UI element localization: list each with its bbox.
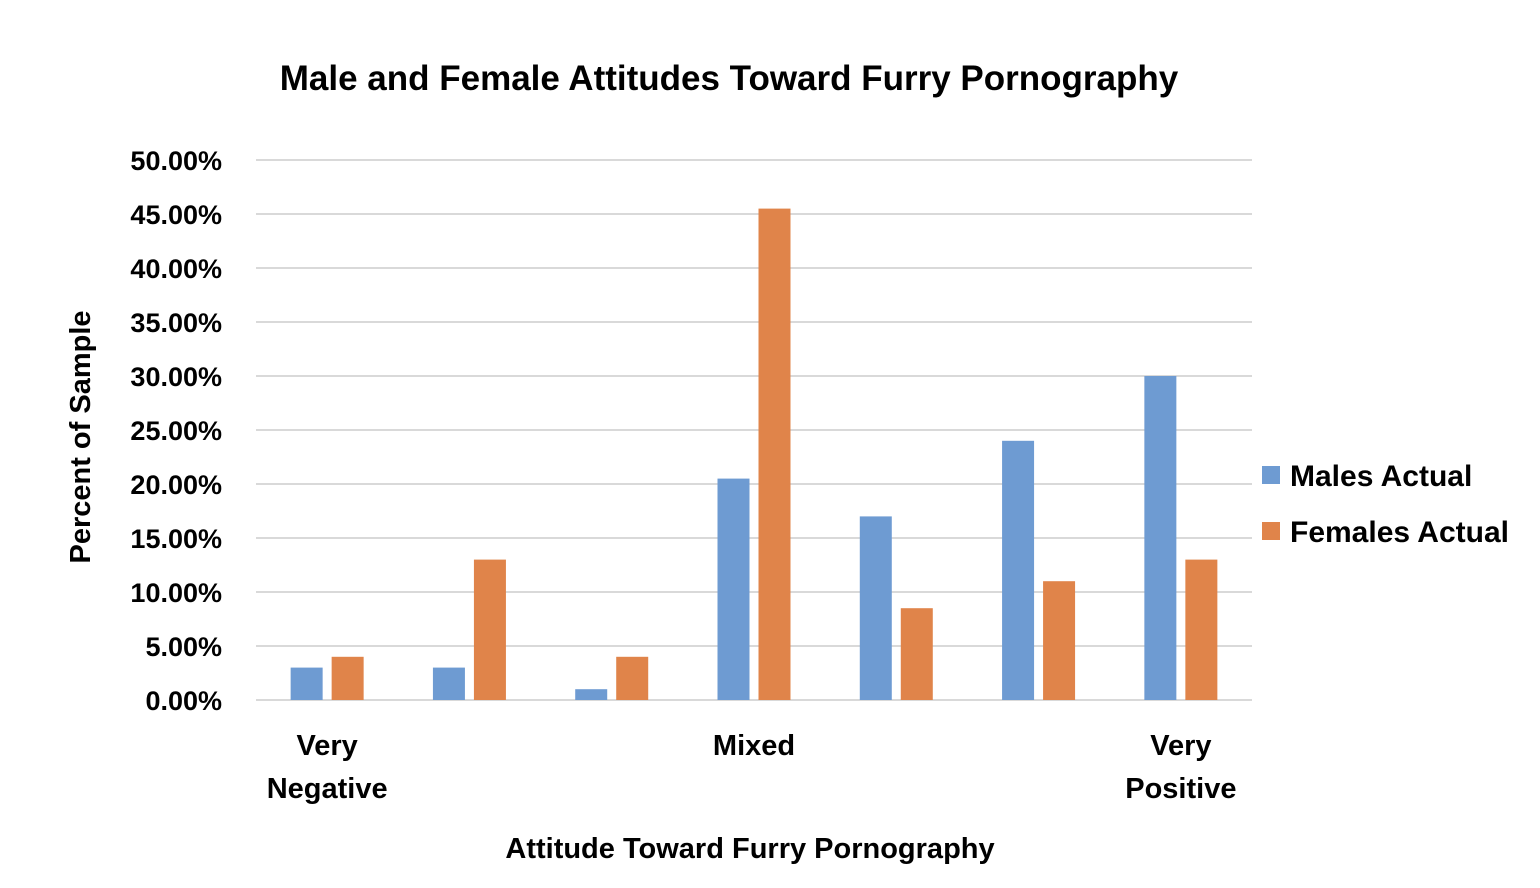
bar-females-actual (1185, 559, 1218, 700)
x-axis-label: Attitude Toward Furry Pornography (505, 833, 994, 865)
chart-title: Male and Female Attitudes Toward Furry P… (280, 59, 1179, 98)
x-category-label: Very Negative (267, 730, 388, 805)
y-tick-label: 50.00% (130, 146, 222, 176)
y-tick-label: 35.00% (130, 308, 222, 338)
y-tick-label: 45.00% (130, 200, 222, 230)
bar-females-actual (900, 608, 933, 700)
legend: Males Actual Females Actual (1262, 460, 1509, 549)
bar-females-actual (331, 656, 364, 700)
legend-label: Females Actual (1290, 516, 1509, 549)
x-category-label: Very Positive (1125, 730, 1236, 805)
y-tick-label: 10.00% (130, 578, 222, 608)
bar-males-actual (432, 667, 465, 700)
y-axis-label: Percent of Sample (65, 310, 97, 563)
bar-males-actual (859, 516, 892, 700)
legend-swatch (1262, 466, 1280, 484)
bar-males-actual (575, 689, 608, 700)
y-tick-label: 30.00% (130, 362, 222, 392)
x-category-label: Mixed (713, 730, 795, 762)
bars (290, 208, 1218, 700)
legend-swatch (1262, 522, 1280, 540)
y-tick-label: 25.00% (130, 416, 222, 446)
y-tick-label: 0.00% (145, 686, 222, 716)
bar-males-actual (290, 667, 323, 700)
x-axis-categories: Very Negative Mixed Very Positive (267, 730, 1237, 805)
legend-label: Males Actual (1290, 460, 1472, 493)
bar-males-actual (717, 478, 750, 700)
bar-males-actual (1002, 440, 1035, 700)
bar-females-actual (1043, 581, 1076, 700)
y-tick-label: 5.00% (145, 632, 222, 662)
bar-females-actual (473, 559, 506, 700)
y-tick-label: 20.00% (130, 470, 222, 500)
y-axis-ticks: 0.00% 5.00% 10.00% 15.00% 20.00% 25.00% 30.00%… (130, 146, 222, 716)
bar-females-actual (616, 656, 649, 700)
y-tick-label: 40.00% (130, 254, 222, 284)
bar-females-actual (758, 208, 791, 700)
bar-males-actual (1144, 376, 1177, 700)
gridlines (256, 159, 1252, 701)
y-tick-label: 15.00% (130, 524, 222, 554)
